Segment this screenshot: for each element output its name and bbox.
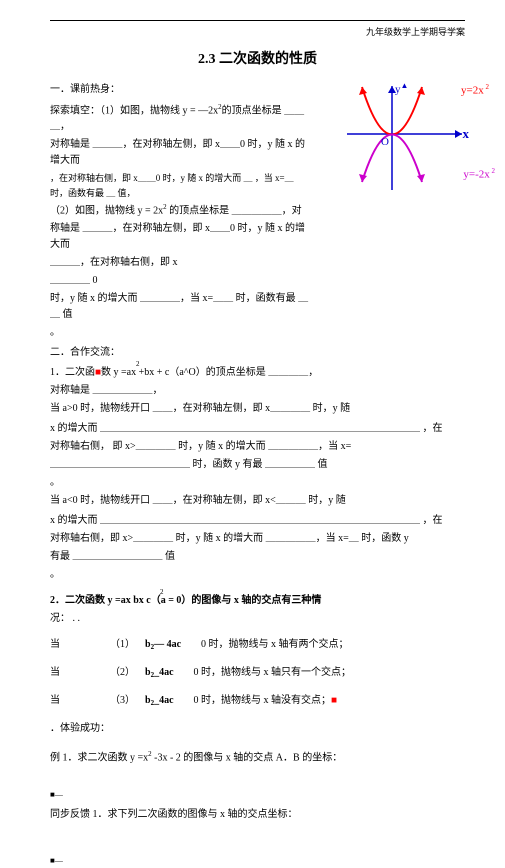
q1-line-a: 1．二次函■数 y =ax +bx + c（a^O）的顶点坐标是 ＿＿＿＿， 2 — [50, 365, 465, 381]
case-2: 当 （2） b2 _4ac 0 时，抛物线与 x 轴只有一个交点； — [50, 665, 465, 681]
q1-line-i: x 的增大而 ＿＿＿＿＿＿＿＿＿＿＿＿＿＿＿＿＿＿＿＿＿＿＿＿＿＿＿＿＿＿＿＿ … — [50, 513, 465, 529]
black-marker-icon: ■— — [50, 789, 465, 802]
explore-line-6: ＿＿＿，在对称轴右侧，即 x — [50, 255, 310, 271]
q1-line-l: 。 — [50, 567, 465, 583]
text: 0 时，抛物线与 x 轴没有交点； — [194, 693, 332, 709]
text: 2．二次函数 y =ax bx c（a = 0）的图像与 x 轴的交点有三种情 — [50, 595, 321, 606]
text: 0 时，抛物线与 x 轴只有一个交点； — [194, 665, 352, 681]
case-1: 当 （1） b2 — 4ac 0 时，抛物线与 x 轴有两个交点； — [50, 637, 465, 653]
sup: 2 — [484, 83, 489, 91]
text: 数 y =ax +bx + c（a^O）的顶点坐标是 ＿＿＿＿， — [101, 367, 318, 378]
q1-line-f: ＿＿＿＿＿＿＿＿＿＿＿＿＿＿ 时，函数 y 有最 ＿＿＿＿＿ 值 — [50, 457, 465, 473]
text: y=-2x — [463, 169, 489, 181]
section-2-heading: 二．合作交流： — [50, 345, 465, 361]
op: _4ac — [154, 665, 173, 681]
sup: 2 — [160, 587, 164, 598]
text: 探索填空：（1）如图，抛物线 y = —2x — [50, 105, 218, 116]
red-square-icon: ■ — [331, 693, 337, 709]
text: 例 1．求二次函数 y =x — [50, 753, 148, 764]
explore-line-2: 对称轴是 ＿＿＿，在对称轴左侧，即 x＿＿0 时，y 随 x 的增大而 — [50, 137, 310, 169]
text: y=2x — [461, 85, 484, 97]
black-marker-icon: ■— — [50, 855, 465, 868]
op: — 4ac — [154, 637, 181, 653]
x-axis-label: x — [463, 124, 470, 145]
curve1-label: y=2x 2 — [461, 82, 489, 100]
header-subtitle: 九年级数学上学期导学案 — [50, 25, 465, 39]
curve2-label: y=-2x 2 — [463, 166, 495, 184]
q1-line-b: 对称轴是 ＿＿＿＿＿＿， — [50, 383, 465, 399]
q1-line-g: 。 — [50, 475, 465, 491]
y-axis-label: y▲ — [395, 80, 408, 99]
explore-line-4: （2）如图，抛物线 y = 2x2 的顶点坐标是 ＿＿＿＿＿，对 — [50, 202, 310, 219]
q2-line-b: 况： . . — [50, 611, 465, 627]
text: -3x - 2 的图像与 x 轴的交点 A．B 的坐标： — [152, 753, 343, 764]
text: 1．二次函 — [50, 367, 95, 378]
q1-line-c: 当 a>0 时，抛物线开口 ＿＿，在对称轴左侧，即 x＿＿＿＿ 时，y 随 — [50, 401, 465, 417]
explore-line-3: ，在对称轴右侧，即 x＿＿0 时，y 随 x 的增大而 ＿ ，当 x=＿ 时，函… — [50, 171, 310, 200]
q2-line-a: 2．二次函数 y =ax bx c（a = 0）的图像与 x 轴的交点有三种情 … — [50, 593, 465, 609]
pre: （1） — [110, 637, 135, 653]
explore-line-5: 称轴是 ＿＿＿，在对称轴左侧，即 x＿＿0 时，y 随 x 的增大而 — [50, 221, 310, 253]
explore-line-7: ＿＿＿＿ 0 — [50, 273, 310, 289]
page-title: 2.3 二次函数的性质 — [50, 49, 465, 71]
feedback-1: 同步反馈 1．求下列二次函数的图像与 x 轴的交点坐标： — [50, 807, 465, 823]
dang: 当 — [50, 693, 110, 709]
explore-line-8: 时，y 随 x 的增大而 ＿＿＿＿，当 x=＿＿ 时，函数有最 ＿＿ 值 — [50, 291, 310, 323]
pre: （2） — [110, 665, 135, 681]
q1-line-d: x 的增大而 ＿＿＿＿＿＿＿＿＿＿＿＿＿＿＿＿＿＿＿＿＿＿＿＿＿＿＿＿＿＿＿＿ … — [50, 421, 465, 437]
dang: 当 — [50, 665, 110, 681]
header-rule — [50, 20, 465, 21]
text: 0 时，抛物线与 x 轴有两个交点； — [201, 637, 349, 653]
explore-line-1: 探索填空：（1）如图，抛物线 y = —2x2的顶点坐标是 ＿＿＿， — [50, 102, 310, 135]
q1-line-k: 有最 ＿＿＿＿＿＿＿＿＿ 值 — [50, 549, 465, 565]
q1-line-j: 对称轴右侧，即 x>＿＿＿＿ 时，y 随 x 的增大而 ＿＿＿＿＿，当 x=＿ … — [50, 531, 465, 547]
q1-line-e: 对称轴右侧， 即 x>＿＿＿＿ 时，y 随 x 的增大而 ＿＿＿＿＿，当 x= — [50, 439, 465, 455]
example-1: 例 1．求二次函数 y =x2 -3x - 2 的图像与 x 轴的交点 A．B … — [50, 749, 465, 766]
parabola-graph: y▲ x O y=2x 2 y=-2x 2 — [347, 82, 467, 192]
sup: 2 — [490, 167, 495, 175]
sup: 2 — [136, 359, 140, 370]
text: （2）如图，抛物线 y = 2x — [50, 205, 163, 216]
text: 的顶点坐标是 ＿＿＿＿＿，对 — [167, 205, 302, 216]
x-axis-arrow-icon — [455, 130, 462, 138]
op: _4ac — [154, 693, 173, 709]
origin-label: O — [381, 134, 389, 152]
explore-line-9: 。 — [50, 325, 310, 341]
pre: （3） — [110, 693, 135, 709]
dang: 当 — [50, 637, 110, 653]
q1-line-h: 当 a<0 时，抛物线开口 ＿＿，在对称轴左侧，即 x<＿＿＿ 时，y 随 — [50, 493, 465, 509]
experience-heading: ．体验成功： — [50, 721, 465, 737]
case-3: 当 （3） b2 _4ac 0 时，抛物线与 x 轴没有交点； ■ — [50, 693, 465, 709]
